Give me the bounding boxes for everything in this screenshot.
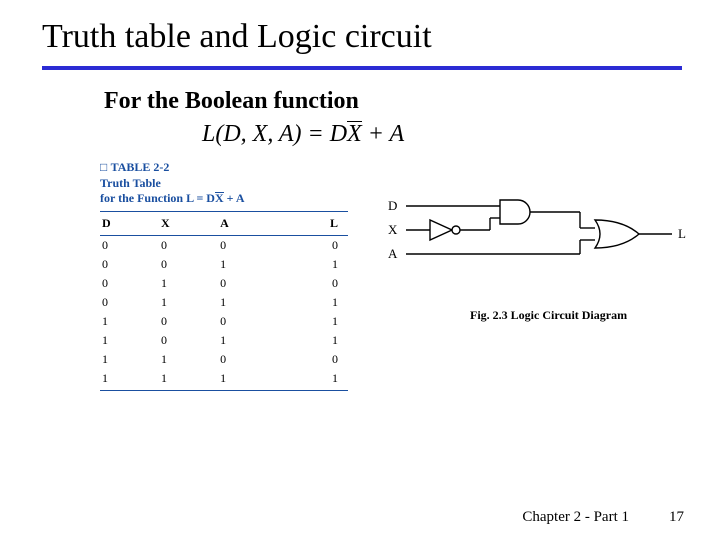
table-row: 0011 bbox=[100, 255, 348, 274]
table-cell: 1 bbox=[100, 331, 159, 350]
table-caption-1: TABLE 2-2 bbox=[111, 160, 170, 174]
table-cell: 1 bbox=[159, 369, 218, 391]
table-row: 1011 bbox=[100, 331, 348, 350]
table-cell: 0 bbox=[100, 293, 159, 312]
table-cell: 0 bbox=[218, 235, 277, 255]
boolean-equation: L(D, X, A) = DX + A bbox=[202, 121, 690, 148]
table-cell: 1 bbox=[218, 293, 277, 312]
table-row: 0100 bbox=[100, 274, 348, 293]
table-cell: 1 bbox=[159, 274, 218, 293]
table-cell: 1 bbox=[100, 312, 159, 331]
logic-circuit-svg: DXA L bbox=[380, 188, 690, 283]
table-cell: 0 bbox=[159, 312, 218, 331]
table-cell: 0 bbox=[277, 274, 348, 293]
title-underline bbox=[42, 66, 682, 70]
table-cell: 1 bbox=[277, 255, 348, 274]
table-row: 1100 bbox=[100, 350, 348, 369]
table-caption-3bar: X bbox=[215, 191, 224, 207]
table-caption-3a: for the Function L = D bbox=[100, 191, 215, 205]
table-cell: 1 bbox=[277, 293, 348, 312]
table-header-cell: L bbox=[277, 211, 348, 235]
table-header-cell: D bbox=[100, 211, 159, 235]
table-cell: 0 bbox=[100, 255, 159, 274]
table-cell: 0 bbox=[100, 274, 159, 293]
table-cell: 1 bbox=[277, 369, 348, 391]
table-cell: 1 bbox=[100, 369, 159, 391]
eqn-barvar: X bbox=[347, 121, 362, 148]
table-cell: 1 bbox=[218, 255, 277, 274]
table-row: 0111 bbox=[100, 293, 348, 312]
table-cell: 0 bbox=[218, 350, 277, 369]
svg-text:L: L bbox=[678, 226, 686, 241]
table-cell: 0 bbox=[277, 350, 348, 369]
table-cell: 0 bbox=[218, 312, 277, 331]
truth-table-block: □ TABLE 2-2 Truth Table for the Function… bbox=[100, 160, 348, 391]
svg-text:A: A bbox=[388, 246, 398, 261]
content-row: □ TABLE 2-2 Truth Table for the Function… bbox=[100, 160, 690, 391]
table-cell: 0 bbox=[159, 235, 218, 255]
table-caption: □ TABLE 2-2 Truth Table for the Function… bbox=[100, 160, 348, 207]
slide-footer: Chapter 2 - Part 1 17 bbox=[522, 509, 684, 526]
table-header-cell: A bbox=[218, 211, 277, 235]
svg-text:D: D bbox=[388, 198, 397, 213]
svg-text:X: X bbox=[388, 222, 398, 237]
slide-subtitle: For the Boolean function bbox=[104, 88, 690, 115]
table-caption-3b: + A bbox=[224, 191, 245, 205]
eqn-rhs: + A bbox=[362, 121, 404, 147]
footer-chapter: Chapter 2 - Part 1 bbox=[522, 509, 629, 526]
table-cell: 1 bbox=[159, 350, 218, 369]
table-cell: 1 bbox=[218, 331, 277, 350]
table-row: 1111 bbox=[100, 369, 348, 391]
circuit-block: DXA L Fig. 2.3 Logic Circuit Diagram bbox=[380, 188, 690, 323]
table-cell: 1 bbox=[218, 369, 277, 391]
table-cell: 0 bbox=[218, 274, 277, 293]
table-cell: 1 bbox=[100, 350, 159, 369]
table-row: 1001 bbox=[100, 312, 348, 331]
table-cell: 0 bbox=[159, 255, 218, 274]
table-cell: 0 bbox=[277, 235, 348, 255]
table-cell: 0 bbox=[100, 235, 159, 255]
table-header-cell: X bbox=[159, 211, 218, 235]
table-cell: 1 bbox=[277, 312, 348, 331]
circuit-caption: Fig. 2.3 Logic Circuit Diagram bbox=[470, 308, 690, 323]
table-cell: 1 bbox=[159, 293, 218, 312]
table-body: 00000011010001111001101111001111 bbox=[100, 235, 348, 390]
truth-table: DXAL 00000011010001111001101111001111 bbox=[100, 211, 348, 391]
eqn-lhs: L(D, X, A) = D bbox=[202, 121, 347, 147]
slide-title: Truth table and Logic circuit bbox=[42, 18, 690, 56]
footer-page: 17 bbox=[669, 509, 684, 526]
table-cell: 1 bbox=[277, 331, 348, 350]
table-caption-2: Truth Table bbox=[100, 176, 161, 190]
table-header-row: DXAL bbox=[100, 211, 348, 235]
table-row: 0000 bbox=[100, 235, 348, 255]
table-cell: 0 bbox=[159, 331, 218, 350]
